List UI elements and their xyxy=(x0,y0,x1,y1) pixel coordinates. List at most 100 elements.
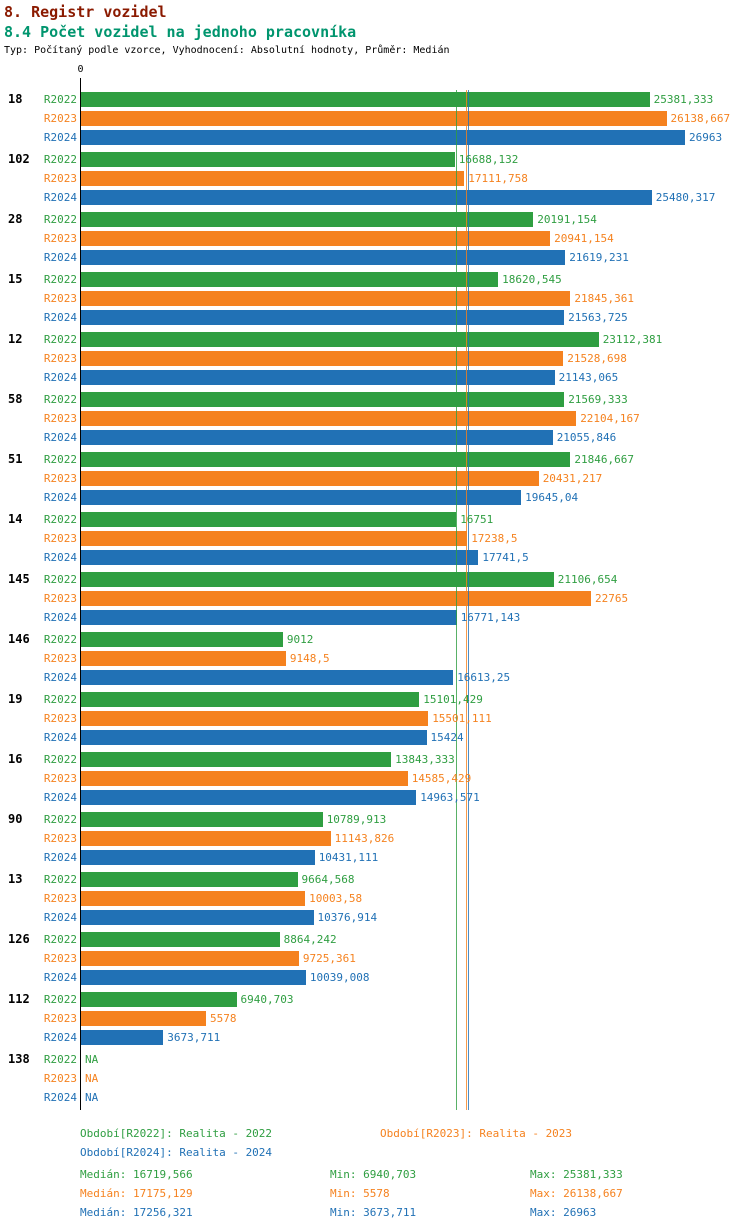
series-row-label-r2023: R2023 xyxy=(43,532,77,545)
series-row-label-r2024: R2024 xyxy=(43,551,77,564)
category-label: 51 xyxy=(8,452,23,466)
bar-value-label: 16751 xyxy=(460,513,494,526)
series-row-label-r2023: R2023 xyxy=(43,292,77,305)
bar-value-label: 8864,242 xyxy=(283,933,337,946)
bar-r2023 xyxy=(81,291,571,306)
bar-value-label: 3673,711 xyxy=(167,1031,221,1044)
series-row-label-r2024: R2024 xyxy=(43,971,77,984)
bar-r2023 xyxy=(81,891,306,906)
bar-value-label: 23112,381 xyxy=(602,333,663,346)
series-row-label-r2022: R2022 xyxy=(43,93,77,106)
category-label: 58 xyxy=(8,392,23,406)
series-row-label-r2022: R2022 xyxy=(43,813,77,826)
bar-value-label: 17238,5 xyxy=(471,532,518,545)
median-line-r2024 xyxy=(467,90,469,1110)
bar-value-label: 21106,654 xyxy=(557,573,618,586)
series-row-label-r2023: R2023 xyxy=(43,232,77,245)
bar-r2023 xyxy=(81,411,577,426)
bar-value-label: 15101,429 xyxy=(423,693,483,706)
bar-value-label: 21143,065 xyxy=(558,371,619,384)
bar-value-label: 26963 xyxy=(689,131,723,144)
stat-min-r2024: Min: 3673,711 xyxy=(330,1206,417,1219)
bar-value-label: 5578 xyxy=(210,1012,237,1025)
bar-value-label: 14963,571 xyxy=(420,791,480,804)
series-row-label-r2024: R2024 xyxy=(43,671,77,684)
bar-value-label: 16688,132 xyxy=(458,153,519,166)
series-row-label-r2022: R2022 xyxy=(43,453,77,466)
bar-r2023 xyxy=(81,1011,206,1026)
bar-r2024 xyxy=(81,970,306,985)
series-row-label-r2024: R2024 xyxy=(43,431,77,444)
bar-r2024 xyxy=(81,730,427,745)
bar-r2024 xyxy=(81,310,565,325)
series-row-label-r2023: R2023 xyxy=(43,652,77,665)
series-row-label-r2024: R2024 xyxy=(43,1031,77,1044)
stat-median-r2024: Medián: 17256,321 xyxy=(80,1206,193,1219)
stat-min-r2022: Min: 6940,703 xyxy=(330,1168,417,1181)
bar-value-label: NA xyxy=(85,1053,99,1066)
stat-max-r2024: Max: 26963 xyxy=(530,1206,597,1219)
report-meta-line: Typ: Počítaný podle vzorce, Vyhodnocení:… xyxy=(4,45,450,56)
series-row-label-r2023: R2023 xyxy=(43,772,77,785)
bar-r2024 xyxy=(81,430,553,445)
series-row-label-r2022: R2022 xyxy=(43,393,77,406)
bar-r2024 xyxy=(81,670,454,685)
bar-value-label: 16613,25 xyxy=(457,671,511,684)
series-row-label-r2024: R2024 xyxy=(43,791,77,804)
bar-r2024 xyxy=(81,850,315,865)
bar-value-label: 25480,317 xyxy=(655,191,716,204)
bar-r2024 xyxy=(81,910,314,925)
bar-value-label: 9012 xyxy=(286,633,314,646)
series-row-label-r2024: R2024 xyxy=(43,611,77,624)
bar-r2023 xyxy=(81,471,539,486)
bar-r2022 xyxy=(81,632,283,647)
bar-value-label: 6940,703 xyxy=(240,993,294,1006)
bar-value-label: 21845,361 xyxy=(574,292,634,305)
series-row-label-r2024: R2024 xyxy=(43,371,77,384)
category-label: 146 xyxy=(8,632,30,646)
bar-value-label: 10003,58 xyxy=(309,892,363,905)
bar-value-label: 25381,333 xyxy=(653,93,714,106)
category-label: 126 xyxy=(8,932,30,946)
bar-r2022 xyxy=(81,692,420,707)
category-label: 13 xyxy=(8,872,23,886)
bar-value-label: 17111,758 xyxy=(468,172,528,185)
bar-r2023 xyxy=(81,591,591,606)
bar-r2024 xyxy=(81,190,652,205)
category-label: 19 xyxy=(8,692,23,706)
bar-r2024 xyxy=(81,130,685,145)
series-row-label-r2024: R2024 xyxy=(43,251,77,264)
bar-value-label: 15501,111 xyxy=(432,712,492,725)
series-row-label-r2022: R2022 xyxy=(43,213,77,226)
series-row-label-r2022: R2022 xyxy=(43,633,77,646)
series-row-label-r2023: R2023 xyxy=(43,1012,77,1025)
legend-r2023: Období[R2023]: Realita - 2023 xyxy=(380,1127,573,1140)
bar-value-label: NA xyxy=(85,1072,99,1085)
stat-max-r2022: Max: 25381,333 xyxy=(530,1168,623,1181)
stat-median-r2022: Medián: 16719,566 xyxy=(80,1168,193,1181)
series-row-label-r2023: R2023 xyxy=(43,832,77,845)
stat-min-r2023: Min: 5578 xyxy=(330,1187,390,1200)
category-label: 16 xyxy=(8,752,23,766)
bar-value-label: 14585,429 xyxy=(411,772,472,785)
median-line-r2022 xyxy=(455,90,457,1110)
bar-value-label: 20431,217 xyxy=(542,472,603,485)
bar-value-label: 22104,167 xyxy=(580,412,640,425)
series-row-label-r2023: R2023 xyxy=(43,172,77,185)
series-row-label-r2024: R2024 xyxy=(43,491,77,504)
series-row-label-r2023: R2023 xyxy=(43,892,77,905)
bar-r2023 xyxy=(81,711,429,726)
series-row-label-r2024: R2024 xyxy=(43,1091,77,1104)
bar-r2024 xyxy=(81,250,566,265)
bar-r2022 xyxy=(81,992,237,1007)
bar-r2023 xyxy=(81,351,564,366)
category-label: 15 xyxy=(8,272,23,286)
legend-r2022: Období[R2022]: Realita - 2022 xyxy=(80,1127,273,1140)
bar-r2023 xyxy=(81,831,331,846)
bar-value-label: 21055,846 xyxy=(556,431,617,444)
bar-r2024 xyxy=(81,370,555,385)
bar-r2023 xyxy=(81,951,299,966)
bar-r2023 xyxy=(81,111,667,126)
series-row-label-r2023: R2023 xyxy=(43,1072,77,1085)
series-row-label-r2022: R2022 xyxy=(43,693,77,706)
